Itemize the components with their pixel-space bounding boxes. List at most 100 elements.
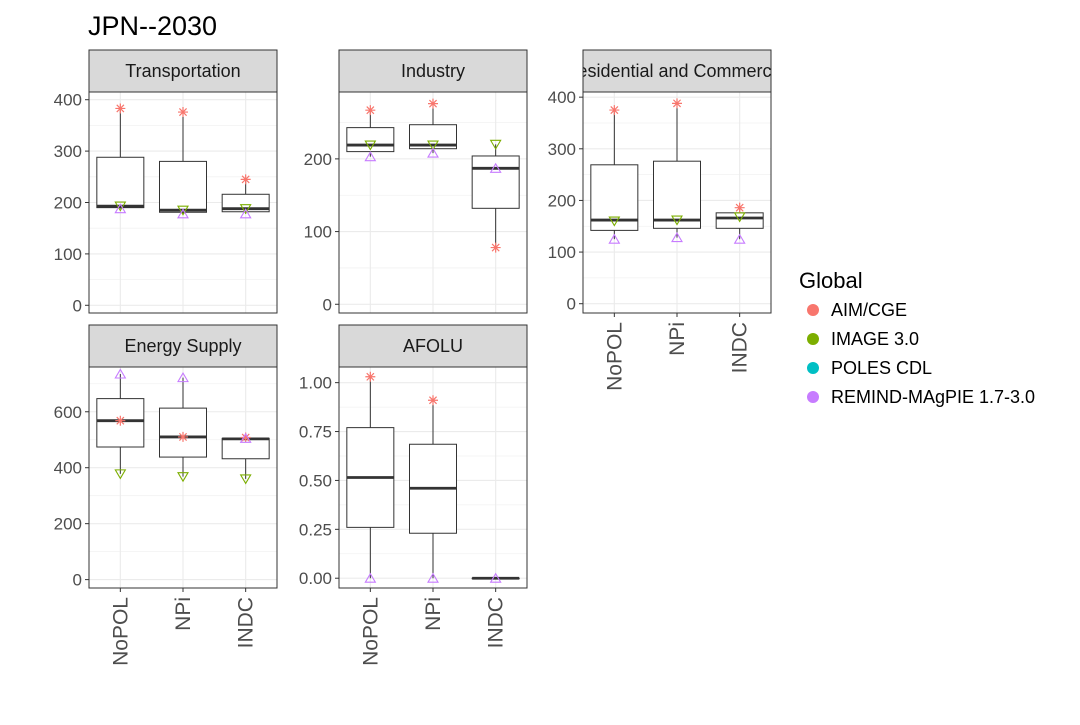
legend-title: Global — [799, 268, 863, 293]
chart-title: JPN--2030 — [88, 11, 217, 41]
point-remind-magpie-1-7-3-0 — [733, 233, 746, 244]
facet-strip-label: Transportation — [125, 61, 240, 81]
y-tick-label: 0 — [73, 296, 82, 315]
y-tick-label: 200 — [54, 194, 82, 213]
point-image-3-0 — [177, 472, 189, 483]
y-tick-label: 100 — [54, 245, 82, 264]
x-tick-label: NoPOL — [359, 597, 382, 666]
point-remind-magpie-1-7-3-0 — [608, 233, 621, 244]
legend-label: AIM/CGE — [831, 300, 907, 320]
point-aim-cge — [428, 395, 438, 406]
facet-strip — [88, 49, 278, 93]
box-nopol — [346, 376, 395, 579]
y-tick-label: 300 — [548, 140, 576, 159]
point-image-3-0 — [608, 216, 621, 227]
point-aim-cge — [490, 242, 501, 253]
y-tick-label: 100 — [304, 223, 332, 242]
legend-label: POLES CDL — [831, 358, 932, 378]
y-tick-label: 300 — [54, 142, 82, 161]
x-tick-label: INDC — [485, 597, 508, 648]
point-remind-magpie-1-7-3-0 — [364, 151, 377, 162]
x-tick-label: NoPOL — [109, 597, 132, 666]
point-aim-cge — [240, 432, 251, 443]
y-tick-label: 0 — [567, 295, 576, 314]
y-tick-label: 0.50 — [299, 471, 332, 490]
point-image-3-0 — [427, 140, 439, 151]
point-remind-magpie-1-7-3-0 — [177, 372, 189, 383]
point-aim-cge — [240, 174, 251, 185]
point-image-3-0 — [239, 204, 252, 215]
point-remind-magpie-1-7-3-0 — [489, 162, 502, 173]
box-iqr — [653, 160, 701, 229]
point-aim-cge — [115, 415, 126, 426]
x-tick-label: NoPOL — [603, 322, 626, 391]
facet-panel: Residential and Commercial 0 100 200 300 400 N… — [548, 49, 789, 391]
legend: Global AIM/CGE IMAGE 3.0 POLES CDL REMIND-MA… — [799, 268, 1035, 407]
facet-strip — [338, 49, 528, 93]
facet-panel: Energy Supply 0 200 400 600 NoPOL NPi INDC — [54, 324, 278, 666]
point-image-3-0 — [733, 212, 746, 223]
point-image-3-0 — [489, 139, 502, 150]
legend-item: IMAGE 3.0 — [807, 329, 919, 349]
point-aim-cge — [428, 98, 438, 109]
facet-panel: Transportation 0 100 200 300 400 — [54, 49, 278, 315]
y-tick-label: 0.75 — [299, 423, 332, 442]
y-tick-label: 200 — [54, 515, 82, 534]
panel-border — [338, 91, 528, 314]
point-remind-magpie-1-7-3-0 — [177, 208, 189, 219]
facet-strip — [582, 49, 772, 93]
x-tick-label: NPi — [666, 322, 689, 356]
legend-item: AIM/CGE — [807, 300, 907, 320]
y-tick-label: 400 — [54, 459, 82, 478]
point-aim-cge — [178, 431, 188, 442]
box-iqr — [96, 156, 145, 209]
y-tick-label: 400 — [548, 88, 576, 107]
y-tick-label: 0.00 — [299, 569, 332, 588]
y-tick-label: 0 — [73, 571, 82, 590]
point-image-3-0 — [114, 201, 127, 212]
box-nopol — [96, 108, 145, 209]
point-image-3-0 — [364, 140, 377, 151]
point-remind-magpie-1-7-3-0 — [671, 232, 683, 243]
facet-strip-label: Residential and Commercial — [564, 61, 789, 81]
y-tick-label: 0.25 — [299, 520, 332, 539]
box-nopol — [590, 110, 639, 240]
point-remind-magpie-1-7-3-0 — [427, 572, 439, 583]
point-remind-magpie-1-7-3-0 — [114, 368, 127, 379]
facet-strip-label: Energy Supply — [124, 336, 241, 356]
facet-panel: AFOLU 0.00 0.25 0.50 0.75 1.00 NoPOL NPi INDC — [299, 324, 528, 666]
y-tick-label: 0 — [323, 295, 332, 314]
legend-key — [807, 333, 819, 345]
point-aim-cge — [609, 105, 620, 116]
box-nopol — [346, 110, 395, 157]
point-aim-cge — [672, 98, 682, 109]
box-npi — [159, 112, 207, 214]
facet-panel: Industry 0 100 200 — [304, 49, 528, 314]
point-remind-magpie-1-7-3-0 — [239, 432, 252, 443]
point-aim-cge — [178, 107, 188, 118]
point-image-3-0 — [239, 474, 252, 485]
y-tick-label: 1.00 — [299, 374, 332, 393]
point-image-3-0 — [177, 205, 189, 216]
point-remind-magpie-1-7-3-0 — [114, 203, 127, 214]
point-aim-cge — [365, 371, 376, 382]
point-aim-cge — [365, 105, 376, 116]
y-tick-label: 200 — [304, 150, 332, 169]
y-tick-label: 600 — [54, 403, 82, 422]
legend-label: REMIND-MAgPIE 1.7-3.0 — [831, 387, 1035, 407]
x-tick-label: NPi — [422, 597, 445, 631]
y-tick-label: 200 — [548, 191, 576, 210]
facet-strip-label: Industry — [401, 61, 465, 81]
box-indc — [471, 576, 520, 580]
panels-layer: Transportation 0 100 200 300 400 Industry 0 100 2… — [54, 49, 789, 666]
point-aim-cge — [115, 103, 126, 114]
y-tick-label: 100 — [548, 243, 576, 262]
box-npi — [409, 400, 457, 579]
point-remind-magpie-1-7-3-0 — [239, 208, 252, 219]
legend-key — [807, 391, 819, 403]
legend-key — [807, 362, 819, 374]
box-iqr — [346, 127, 395, 153]
x-tick-label: INDC — [729, 322, 752, 373]
x-tick-label: NPi — [172, 597, 195, 631]
